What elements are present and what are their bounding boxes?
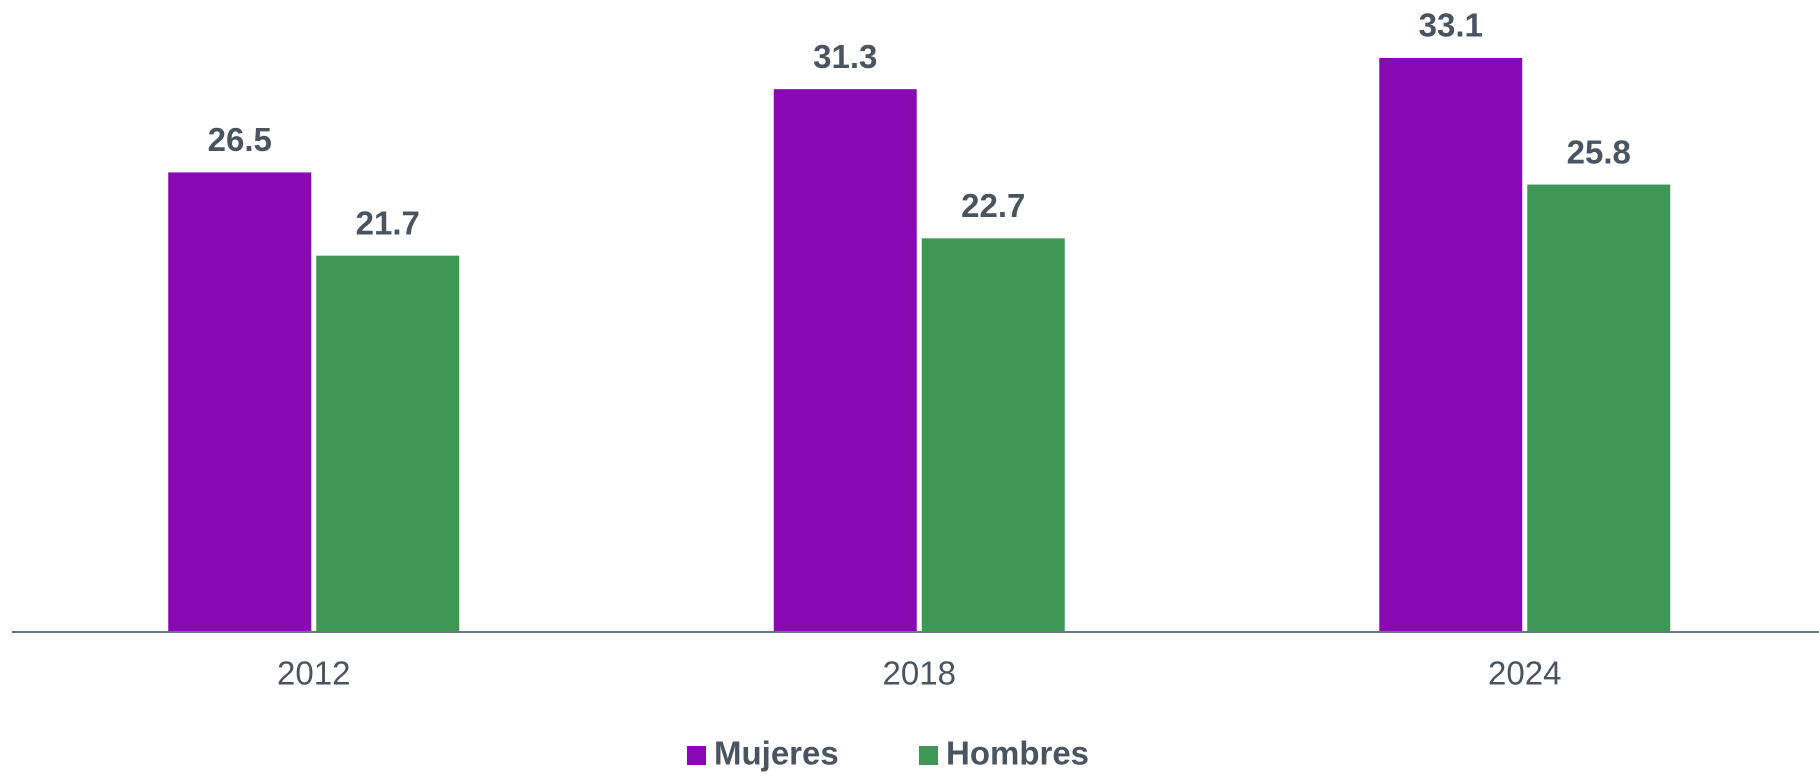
bar	[921, 238, 1065, 632]
x-tick-label: 2024	[1488, 655, 1561, 692]
bar	[1527, 184, 1671, 632]
legend-swatch	[687, 746, 706, 765]
legend-swatch	[919, 746, 938, 765]
bar	[168, 172, 312, 632]
bar	[316, 255, 460, 632]
x-tick-label: 2012	[277, 655, 350, 692]
value-label: 33.1	[1419, 7, 1483, 44]
bar	[773, 89, 917, 632]
value-label: 22.7	[961, 187, 1025, 224]
legend-label: Hombres	[946, 735, 1089, 772]
value-label: 25.8	[1567, 133, 1631, 170]
value-label: 26.5	[208, 121, 272, 158]
x-tick-label: 2018	[883, 655, 956, 692]
legend-label: Mujeres	[714, 735, 839, 772]
value-label: 31.3	[813, 38, 877, 75]
bar	[1379, 57, 1523, 633]
value-label: 21.7	[356, 204, 420, 241]
